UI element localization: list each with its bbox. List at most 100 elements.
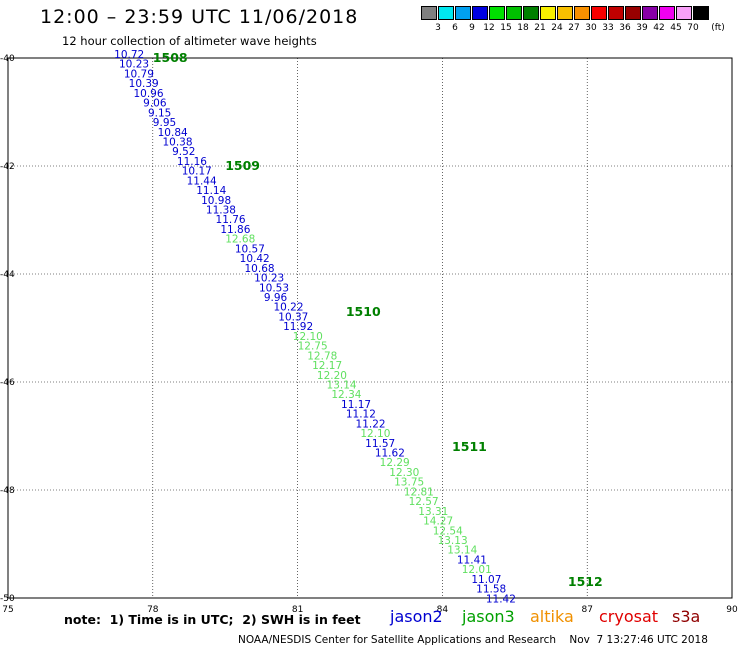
wave-height-value: 11.42	[486, 593, 516, 605]
page-subtitle: 12 hour collection of altimeter wave hei…	[62, 34, 317, 48]
wave-height-value: 11.58	[476, 584, 506, 596]
wave-height-value: 12.57	[409, 496, 439, 508]
wave-height-value: 10.53	[259, 282, 289, 294]
legend-jason2: jason2	[390, 607, 443, 626]
wave-height-value: 12.34	[331, 389, 361, 401]
legend-value-label: 24	[551, 23, 563, 33]
wave-height-value: 13.14	[447, 545, 477, 557]
wave-height-value: 10.98	[201, 195, 231, 207]
legend-swatch	[438, 6, 454, 20]
legend-value-label: 6	[452, 23, 458, 33]
lat-tick-label: -40	[0, 54, 15, 64]
legend-swatch	[421, 6, 437, 20]
legend-swatch	[523, 6, 539, 20]
legend-value-label: 21	[534, 23, 546, 33]
wave-height-value: 10.39	[129, 78, 159, 90]
legend-value-label: 30	[585, 23, 597, 33]
wave-height-value: 13.13	[438, 535, 468, 547]
legend-value-label: 33	[602, 23, 614, 33]
legend-swatch	[693, 6, 709, 20]
lat-tick-label: -44	[0, 270, 15, 280]
lon-tick-label: 87	[581, 605, 592, 615]
legend-swatch	[659, 6, 675, 20]
legend-swatch	[676, 6, 692, 20]
legend-altika: altika	[530, 607, 574, 626]
wave-height-value: 12.10	[360, 428, 390, 440]
wave-height-value: 11.12	[346, 409, 376, 421]
legend-swatch	[574, 6, 590, 20]
legend-swatch	[455, 6, 471, 20]
wave-height-value: 12.01	[462, 564, 492, 576]
wave-height-value: 11.76	[216, 214, 246, 226]
lon-tick-label: 81	[292, 605, 303, 615]
legend-value-label: 12	[483, 23, 495, 33]
wave-height-value: 10.22	[273, 302, 303, 314]
legend-value-label: 70	[687, 23, 699, 33]
wave-height-value: 11.38	[206, 205, 236, 217]
wave-height-value: 11.44	[187, 175, 217, 187]
wave-height-value: 11.16	[177, 156, 207, 168]
legend-cryosat: cryosat	[599, 607, 659, 626]
wave-height-value: 11.41	[457, 554, 487, 566]
wave-height-value: 10.72	[114, 49, 144, 61]
pass-number-label: 1512	[568, 574, 603, 589]
wave-height-value: 10.57	[235, 243, 265, 255]
wave-height-value: 10.23	[254, 273, 284, 285]
legend-swatch	[472, 6, 488, 20]
legend-value-label: 45	[670, 23, 682, 33]
pass-number-label: 1508	[153, 50, 188, 65]
wave-height-value: 12.17	[312, 360, 342, 372]
footnote: note: 1) Time is in UTC; 2) SWH is in fe…	[64, 612, 361, 627]
wave-height-value: 11.07	[471, 574, 501, 586]
lon-tick-label: 75	[2, 605, 13, 615]
wave-height-value: 10.38	[162, 136, 192, 148]
legend-s3a: s3a	[672, 607, 701, 626]
wave-height-value: 9.95	[153, 117, 176, 129]
wave-height-value: 10.42	[240, 253, 270, 265]
legend-swatch	[557, 6, 573, 20]
legend-value-label: 42	[653, 23, 665, 33]
wave-height-value: 11.22	[356, 418, 386, 430]
page-title: 12:00 – 23:59 UTC 11/06/2018	[40, 6, 359, 28]
wave-height-value: 12.10	[293, 331, 323, 343]
legend-swatch	[540, 6, 556, 20]
legend-swatch	[506, 6, 522, 20]
pass-number-label: 1509	[225, 158, 260, 173]
wave-height-value: 13.14	[327, 379, 357, 391]
wave-height-value: 10.68	[245, 263, 275, 275]
legend-value-label: 9	[469, 23, 475, 33]
wave-height-value: 9.15	[148, 107, 171, 119]
map-frame	[7, 57, 733, 599]
legend-value-label: 18	[517, 23, 529, 33]
wave-height-value: 12.68	[225, 234, 255, 246]
pass-number-label: 1510	[346, 304, 381, 319]
legend-swatch	[625, 6, 641, 20]
lon-tick-label: 84	[437, 605, 449, 615]
wave-height-value: 11.17	[341, 399, 371, 411]
legend-value-label: 3	[435, 23, 441, 33]
wave-height-value: 13.31	[418, 506, 448, 518]
wave-height-value: 11.57	[365, 438, 395, 450]
legend-unit: (ft)	[711, 23, 725, 33]
legend-value-label: 39	[636, 23, 648, 33]
wave-height-value: 12.29	[380, 457, 410, 469]
lon-tick-label: 78	[147, 605, 159, 615]
wave-height-value: 11.14	[196, 185, 226, 197]
wave-height-value: 10.37	[278, 311, 308, 323]
wave-height-value: 12.78	[307, 350, 337, 362]
wave-height-value: 10.23	[119, 59, 149, 71]
lon-tick-label: 90	[726, 605, 738, 615]
wave-height-value: 11.92	[283, 321, 313, 333]
legend-swatch	[591, 6, 607, 20]
wave-height-value: 13.75	[394, 477, 424, 489]
wave-height-value: 11.62	[375, 448, 405, 460]
wave-height-value: 11.86	[220, 224, 250, 236]
footer-credit: NOAA/NESDIS Center for Satellite Applica…	[238, 634, 708, 646]
wave-height-value: 14.27	[423, 516, 453, 528]
legend-value-label: 27	[568, 23, 580, 33]
wave-height-value: 12.81	[404, 486, 434, 498]
wave-height-value: 10.79	[124, 68, 154, 80]
lat-tick-label: -46	[0, 378, 15, 388]
legend-swatch	[489, 6, 505, 20]
